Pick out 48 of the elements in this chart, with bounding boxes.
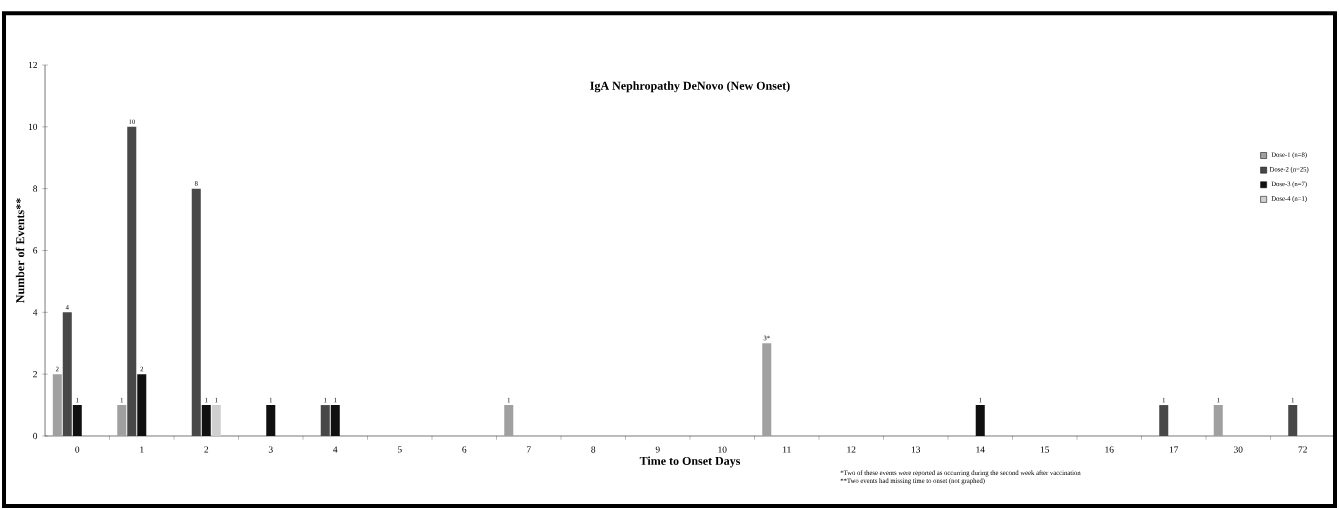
x-tick-label: 2	[204, 446, 209, 453]
bar	[1159, 405, 1169, 436]
y-tick-label: 8	[33, 185, 38, 192]
bar	[137, 374, 147, 436]
bar	[266, 405, 276, 436]
x-tick-label: 3	[268, 446, 273, 453]
bar	[320, 405, 330, 436]
bar	[1213, 405, 1223, 436]
x-tick-label: 4	[333, 446, 338, 453]
x-tick-label: 14	[976, 446, 985, 453]
bar	[52, 374, 62, 436]
bar	[762, 343, 772, 436]
x-tick-label: 12	[847, 446, 856, 453]
y-tick-label: 12	[28, 61, 37, 69]
x-tick-label: 6	[462, 446, 467, 453]
x-tick-label: 5	[397, 446, 402, 453]
x-tick-label: 1	[140, 446, 144, 453]
x-tick-label: 10	[718, 446, 727, 453]
bar	[201, 405, 211, 436]
bar	[330, 405, 340, 436]
x-tick-label: 0	[75, 446, 80, 453]
x-tick-label: 9	[655, 446, 660, 453]
bar	[72, 405, 82, 436]
text: IgA Nephropathy DeNovo (New Onset)	[590, 81, 790, 93]
x-tick-label: 11	[783, 446, 791, 453]
bar	[211, 405, 221, 436]
bar	[504, 405, 514, 436]
y-tick-label: 0	[33, 432, 38, 440]
bar	[127, 126, 137, 436]
y-tick-label: 6	[33, 247, 38, 254]
x-tick-label: 8	[591, 446, 596, 453]
x-tick-label: 30	[1234, 446, 1243, 453]
y-tick-label: 4	[32, 309, 38, 316]
x-tick-label: 16	[1105, 446, 1114, 453]
x-tick-label: 17	[1169, 446, 1179, 453]
y-tick-label: 10	[28, 123, 38, 130]
x-tick-label: 72	[1298, 446, 1307, 453]
bar	[975, 405, 985, 436]
x-axis-title: Time to Onset Days	[639, 456, 741, 468]
x-tick-label: 7	[527, 446, 531, 453]
y-axis-title: Number of Events**	[15, 198, 25, 303]
bar	[117, 405, 127, 436]
bar	[1288, 405, 1298, 436]
x-tick-label: 15	[1040, 446, 1050, 453]
bar	[191, 188, 201, 436]
x-tick-label: 13	[911, 446, 921, 453]
bar	[62, 312, 72, 436]
y-tick-label: 2	[33, 371, 37, 378]
